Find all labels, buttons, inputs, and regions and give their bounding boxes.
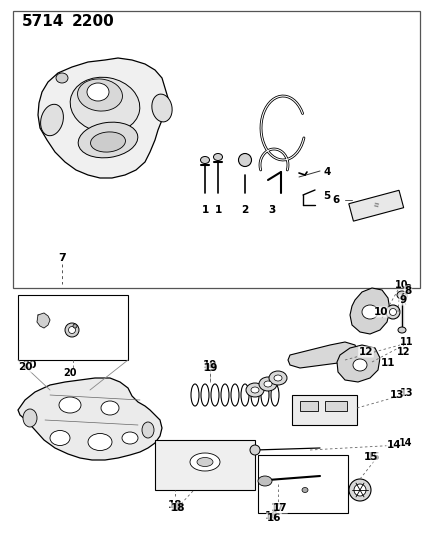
Ellipse shape — [353, 359, 367, 371]
Ellipse shape — [349, 479, 371, 501]
Text: 9: 9 — [399, 295, 407, 305]
Text: 12: 12 — [397, 347, 411, 357]
Ellipse shape — [56, 73, 68, 83]
Ellipse shape — [269, 371, 287, 385]
Ellipse shape — [69, 327, 76, 334]
Text: 19: 19 — [203, 360, 217, 370]
Ellipse shape — [264, 381, 272, 387]
Text: 1: 1 — [214, 205, 222, 215]
Text: 2: 2 — [242, 205, 249, 215]
Bar — [13, 11, 420, 288]
Polygon shape — [37, 313, 50, 328]
Text: 4: 4 — [323, 167, 330, 177]
Text: 10: 10 — [374, 307, 388, 317]
Text: 5714: 5714 — [22, 14, 64, 29]
Ellipse shape — [197, 457, 213, 466]
Ellipse shape — [122, 432, 138, 444]
Text: 2200: 2200 — [72, 14, 115, 29]
Text: 8: 8 — [405, 286, 411, 296]
Ellipse shape — [214, 154, 223, 160]
Ellipse shape — [354, 484, 366, 496]
Text: 13: 13 — [400, 388, 414, 398]
Ellipse shape — [398, 327, 406, 333]
Text: 12: 12 — [359, 347, 373, 357]
Ellipse shape — [390, 309, 396, 316]
Text: 18: 18 — [171, 503, 185, 513]
Text: 19: 19 — [204, 363, 218, 373]
Ellipse shape — [250, 445, 260, 455]
Ellipse shape — [88, 433, 112, 450]
Text: 3: 3 — [269, 205, 275, 215]
Text: 7: 7 — [58, 253, 66, 263]
Text: 1: 1 — [201, 205, 208, 215]
Ellipse shape — [200, 157, 209, 164]
Ellipse shape — [101, 401, 119, 415]
Ellipse shape — [258, 476, 272, 486]
Ellipse shape — [362, 305, 378, 319]
Text: 16: 16 — [267, 513, 281, 523]
Ellipse shape — [259, 377, 277, 391]
Text: 18: 18 — [170, 503, 184, 513]
Text: 18: 18 — [168, 500, 182, 510]
Ellipse shape — [251, 387, 259, 393]
Bar — [300, 401, 318, 411]
Ellipse shape — [246, 383, 264, 397]
Text: 8: 8 — [405, 284, 411, 294]
Ellipse shape — [78, 122, 138, 158]
Ellipse shape — [50, 431, 70, 446]
Text: 1: 1 — [214, 205, 222, 215]
Ellipse shape — [59, 397, 81, 413]
Bar — [292, 395, 357, 425]
Ellipse shape — [91, 132, 125, 152]
Text: 14: 14 — [399, 438, 413, 448]
Text: 15: 15 — [367, 452, 381, 462]
Text: 13: 13 — [390, 390, 404, 400]
Ellipse shape — [142, 422, 154, 438]
Text: 11: 11 — [381, 358, 395, 368]
Text: 11: 11 — [400, 337, 414, 347]
Text: 17: 17 — [271, 503, 285, 513]
Polygon shape — [337, 345, 380, 382]
Bar — [258, 455, 348, 513]
Ellipse shape — [302, 488, 308, 492]
Ellipse shape — [73, 324, 77, 328]
Text: 16: 16 — [265, 511, 279, 521]
Text: 20: 20 — [18, 362, 32, 372]
Text: 1: 1 — [201, 205, 208, 215]
Text: 5: 5 — [323, 191, 330, 201]
Ellipse shape — [70, 77, 140, 133]
Text: 9: 9 — [401, 293, 408, 303]
Polygon shape — [350, 288, 390, 334]
Ellipse shape — [386, 305, 400, 319]
Text: 2: 2 — [242, 205, 249, 215]
Ellipse shape — [190, 453, 220, 471]
Text: 6: 6 — [333, 195, 340, 205]
Bar — [349, 190, 404, 221]
Ellipse shape — [87, 83, 109, 101]
Bar — [325, 401, 347, 411]
Ellipse shape — [152, 94, 172, 122]
Polygon shape — [288, 342, 358, 368]
Ellipse shape — [397, 291, 407, 299]
Bar — [18, 295, 128, 360]
Bar — [155, 440, 255, 490]
Text: 10: 10 — [395, 280, 409, 290]
Polygon shape — [18, 378, 162, 460]
Ellipse shape — [41, 104, 63, 136]
Text: 3: 3 — [269, 205, 275, 215]
Ellipse shape — [239, 154, 251, 166]
Text: 20: 20 — [22, 360, 36, 370]
Text: 19: 19 — [203, 363, 217, 373]
Ellipse shape — [65, 323, 79, 337]
Ellipse shape — [78, 79, 122, 111]
Text: 17: 17 — [273, 503, 287, 513]
Polygon shape — [38, 58, 168, 178]
Ellipse shape — [274, 375, 282, 381]
Text: 15: 15 — [364, 452, 378, 462]
Text: ≡: ≡ — [372, 201, 380, 208]
Text: 14: 14 — [387, 440, 401, 450]
Text: 20: 20 — [63, 368, 77, 378]
Ellipse shape — [23, 409, 37, 427]
